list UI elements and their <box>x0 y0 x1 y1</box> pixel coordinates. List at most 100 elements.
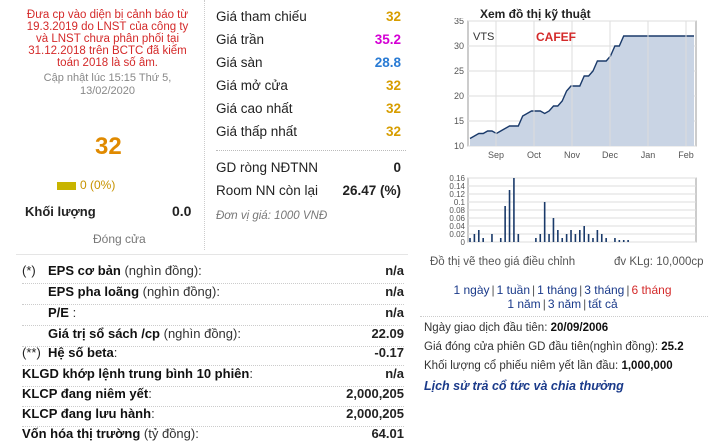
fin-row-avg-volume: KLGD khớp lệnh trung bình 10 phiên: n/a <box>22 366 404 387</box>
price-label: Giá mở cửa <box>216 78 288 93</box>
price-value: 32 <box>385 101 401 116</box>
price-x-tick: Feb <box>678 150 694 160</box>
volume-y-tick: 0.06 <box>449 214 465 223</box>
footnote-mark: (*) <box>22 263 36 278</box>
fin-value: 64.01 <box>371 426 404 441</box>
price-row-low: Giá thấp nhất 32 <box>216 124 401 146</box>
fin-label: Hệ số beta <box>48 345 114 360</box>
price-line <box>469 35 694 140</box>
fin-value: 2,000,205 <box>346 406 404 421</box>
period-separator: | <box>583 297 587 311</box>
volume-bar <box>565 234 568 242</box>
volume-bar <box>548 234 550 242</box>
volume-bar <box>592 238 594 242</box>
volume-bar <box>605 238 607 242</box>
fin-row-book-value: Giá trị sổ sách /cp (nghìn đồng): 22.09 <box>22 326 404 347</box>
fin-value: n/a <box>385 263 404 278</box>
volume-unit-note: đv KLg: 10,000cp <box>614 256 704 268</box>
fin-row-outstanding-shares: KLCP đang lưu hành: 2,000,205 <box>22 406 404 427</box>
first-trading-day: Ngày giao dịch đầu tiên: 20/09/2006 <box>424 322 608 334</box>
divider <box>420 316 708 317</box>
update-timestamp: Cập nhật lúc 15:15 Thứ 5, 13/02/2020 <box>43 72 172 97</box>
dividend-history-link[interactable]: Lịch sử trả cổ tức và chia thưởng <box>424 379 624 393</box>
fin-value: 22.09 <box>371 326 404 341</box>
period-separator: | <box>626 283 630 297</box>
period-option[interactable]: 1 tháng <box>537 283 578 297</box>
price-value: 32 <box>385 9 401 24</box>
fin-row-eps-diluted: EPS pha loãng (nghìn đồng): n/a <box>22 284 404 305</box>
price-x-tick: Dec <box>602 150 619 160</box>
period-option[interactable]: 1 tuần <box>496 283 530 297</box>
fin-label-unit: : <box>113 345 118 360</box>
period-option[interactable]: 3 năm <box>547 297 582 311</box>
volume-bar <box>477 230 480 242</box>
period-option[interactable]: 6 tháng <box>631 283 672 297</box>
fin-label-unit: (nghìn đồng): <box>139 284 220 299</box>
volume-value: 0.0 <box>172 203 192 219</box>
foreign-value: 26.47 (%) <box>342 183 401 198</box>
price-x-tick: Nov <box>564 150 581 160</box>
price-row-floor: Giá sàn 28.8 <box>216 55 401 77</box>
fin-value: 2,000,205 <box>346 386 404 401</box>
fin-label-unit: : <box>249 366 253 381</box>
fin-label: KLGD khớp lệnh trung bình 10 phiên <box>22 366 250 381</box>
price-row-high: Giá cao nhất 32 <box>216 101 401 123</box>
volume-bar <box>535 238 537 242</box>
volume-bar <box>570 230 572 242</box>
price-label: Giá sàn <box>216 55 263 70</box>
adjusted-price-note: Đồ thị vẽ theo giá điều chỉnh <box>430 256 576 268</box>
volume-bar <box>587 234 590 242</box>
divider <box>216 150 406 151</box>
volume-bar <box>552 218 555 242</box>
period-separator: | <box>579 283 583 297</box>
fin-row-listed-shares: KLCP đang niêm yết: 2,000,205 <box>22 386 404 407</box>
info-label: Khối lượng cổ phiếu niêm yết lần đầu: <box>424 360 622 372</box>
fin-label-unit: (nghìn đồng): <box>160 326 241 341</box>
fin-label: Vốn hóa thị trường <box>22 426 141 441</box>
price-area <box>470 36 694 146</box>
info-label: Giá đóng cửa phiên GD đầu tiên(nghìn đồn… <box>424 341 662 353</box>
period-option[interactable]: 1 ngày <box>453 283 490 297</box>
first-close-price: Giá đóng cửa phiên GD đầu tiên(nghìn đồn… <box>424 341 684 353</box>
price-y-tick: 25 <box>454 66 464 76</box>
ticker-label: VTS <box>473 31 494 43</box>
volume-bar <box>517 234 520 242</box>
volume-bar <box>473 234 476 242</box>
volume-bar <box>508 190 511 242</box>
period-option[interactable]: 3 tháng <box>584 283 625 297</box>
price-label: Giá thấp nhất <box>216 124 298 139</box>
volume-label: Khối lượng <box>25 204 96 219</box>
info-value: 25.2 <box>661 341 684 353</box>
chart-title[interactable]: Xem đồ thị kỹ thuật <box>480 7 591 21</box>
volume-bar <box>600 234 603 242</box>
price-x-tick: Jan <box>641 150 656 160</box>
price-y-tick: 10 <box>454 141 464 151</box>
price-value: 32 <box>385 124 401 139</box>
price-y-tick: 30 <box>454 41 464 51</box>
fin-row-eps-basic: (*) EPS cơ bản (nghìn đồng): n/a <box>22 263 404 284</box>
volume-bar <box>543 202 546 242</box>
price-unit-note: Đơn vị giá: 1000 VNĐ <box>216 210 328 222</box>
fin-label: EPS pha loãng <box>48 284 140 299</box>
volume-bar <box>469 238 471 242</box>
period-option[interactable]: 1 năm <box>507 297 541 311</box>
fin-value: n/a <box>385 366 404 381</box>
fin-label-unit: : <box>151 406 155 421</box>
period-selector: 1 ngày | 1 tuần | 1 tháng | 3 tháng | 6 tháng 1 … <box>440 283 685 311</box>
unchanged-flag-icon <box>57 181 76 190</box>
price-row-reference: Giá tham chiếu 32 <box>216 9 401 31</box>
volume-bar <box>557 230 559 242</box>
current-price: 32 <box>95 133 122 160</box>
price-summary-panel <box>0 0 205 250</box>
price-y-tick: 20 <box>454 91 464 101</box>
price-label: Giá tham chiếu <box>216 9 307 24</box>
period-option[interactable]: tất cả <box>588 297 618 311</box>
fin-label: EPS cơ bản <box>48 263 121 278</box>
fin-label-unit: : <box>148 386 152 401</box>
info-value: 20/09/2006 <box>550 322 609 334</box>
volume-bar <box>491 234 493 242</box>
footnote-mark: (**) <box>22 345 41 360</box>
volume-bar <box>627 240 629 242</box>
price-x-tick: Sep <box>488 150 504 160</box>
